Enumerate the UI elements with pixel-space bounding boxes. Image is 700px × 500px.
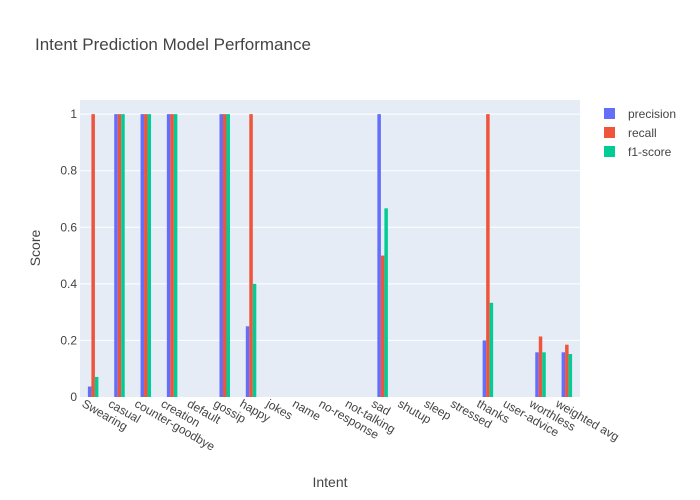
bar-f1-score-thanks[interactable] <box>489 302 494 397</box>
bar-f1-score-worthless[interactable] <box>542 352 546 397</box>
bar-precision-gossip[interactable] <box>219 114 223 398</box>
y-axis-label: Score <box>27 230 43 267</box>
bar-recall-sad[interactable] <box>380 255 385 397</box>
gridlines <box>80 113 580 341</box>
bar-recall-happy[interactable] <box>249 114 253 398</box>
legend-swatch <box>604 127 615 138</box>
bar-precision-happy[interactable] <box>245 326 250 397</box>
plot-area <box>80 100 580 397</box>
bar-f1-score-weighted-avg[interactable] <box>568 354 573 397</box>
bar-precision-casual[interactable] <box>114 114 118 398</box>
bars <box>87 114 573 398</box>
y-tick-label: 1 <box>70 107 77 121</box>
bar-recall-casual[interactable] <box>117 114 122 398</box>
bar-f1-score-happy[interactable] <box>252 283 257 397</box>
legend-label: recall <box>628 126 657 140</box>
legend-label: precision <box>628 107 676 121</box>
bar-f1-score-swearing[interactable] <box>94 376 99 397</box>
chart-title: Intent Prediction Model Performance <box>35 35 311 54</box>
y-tick-label: 0.4 <box>60 277 77 291</box>
legend-swatch <box>604 108 615 119</box>
bar-precision-weighted-avg[interactable] <box>561 352 566 397</box>
bar-f1-score-gossip[interactable] <box>226 114 230 398</box>
bar-recall-gossip[interactable] <box>222 114 227 398</box>
bar-recall-weighted-avg[interactable] <box>565 344 569 397</box>
bar-precision-worthless[interactable] <box>535 352 539 397</box>
bar-f1-score-sad[interactable] <box>384 208 388 397</box>
bar-precision-creation[interactable] <box>166 114 171 398</box>
legend-item[interactable]: f1-score <box>604 145 672 159</box>
bar-recall-worthless[interactable] <box>538 336 543 397</box>
bar-recall-counter-goodbye[interactable] <box>144 114 148 398</box>
bar-f1-score-casual[interactable] <box>121 114 125 398</box>
bar-recall-swearing[interactable] <box>91 114 95 398</box>
bar-precision-sad[interactable] <box>377 114 381 398</box>
bar-f1-score-creation[interactable] <box>173 114 178 398</box>
bar-recall-thanks[interactable] <box>486 114 490 398</box>
y-tick-label: 0 <box>70 390 77 404</box>
bar-precision-counter-goodbye[interactable] <box>140 114 145 398</box>
y-tick-label: 0.8 <box>60 164 77 178</box>
y-tick-label: 0.6 <box>60 220 77 234</box>
bar-f1-score-counter-goodbye[interactable] <box>147 114 152 398</box>
bar-precision-thanks[interactable] <box>482 340 487 397</box>
legend-swatch <box>604 146 615 157</box>
bar-recall-creation[interactable] <box>170 114 174 398</box>
y-tick-label: 0.2 <box>60 333 77 347</box>
x-axis-label: Intent <box>312 474 347 490</box>
y-axis-ticks: 0 0.2 0.4 0.6 0.8 1 <box>60 107 77 404</box>
bar-precision-swearing[interactable] <box>87 386 92 397</box>
legend[interactable]: precision recall f1-score <box>604 107 676 159</box>
legend-label: f1-score <box>628 145 672 159</box>
legend-item[interactable]: precision <box>604 107 676 121</box>
legend-item[interactable]: recall <box>604 126 657 140</box>
